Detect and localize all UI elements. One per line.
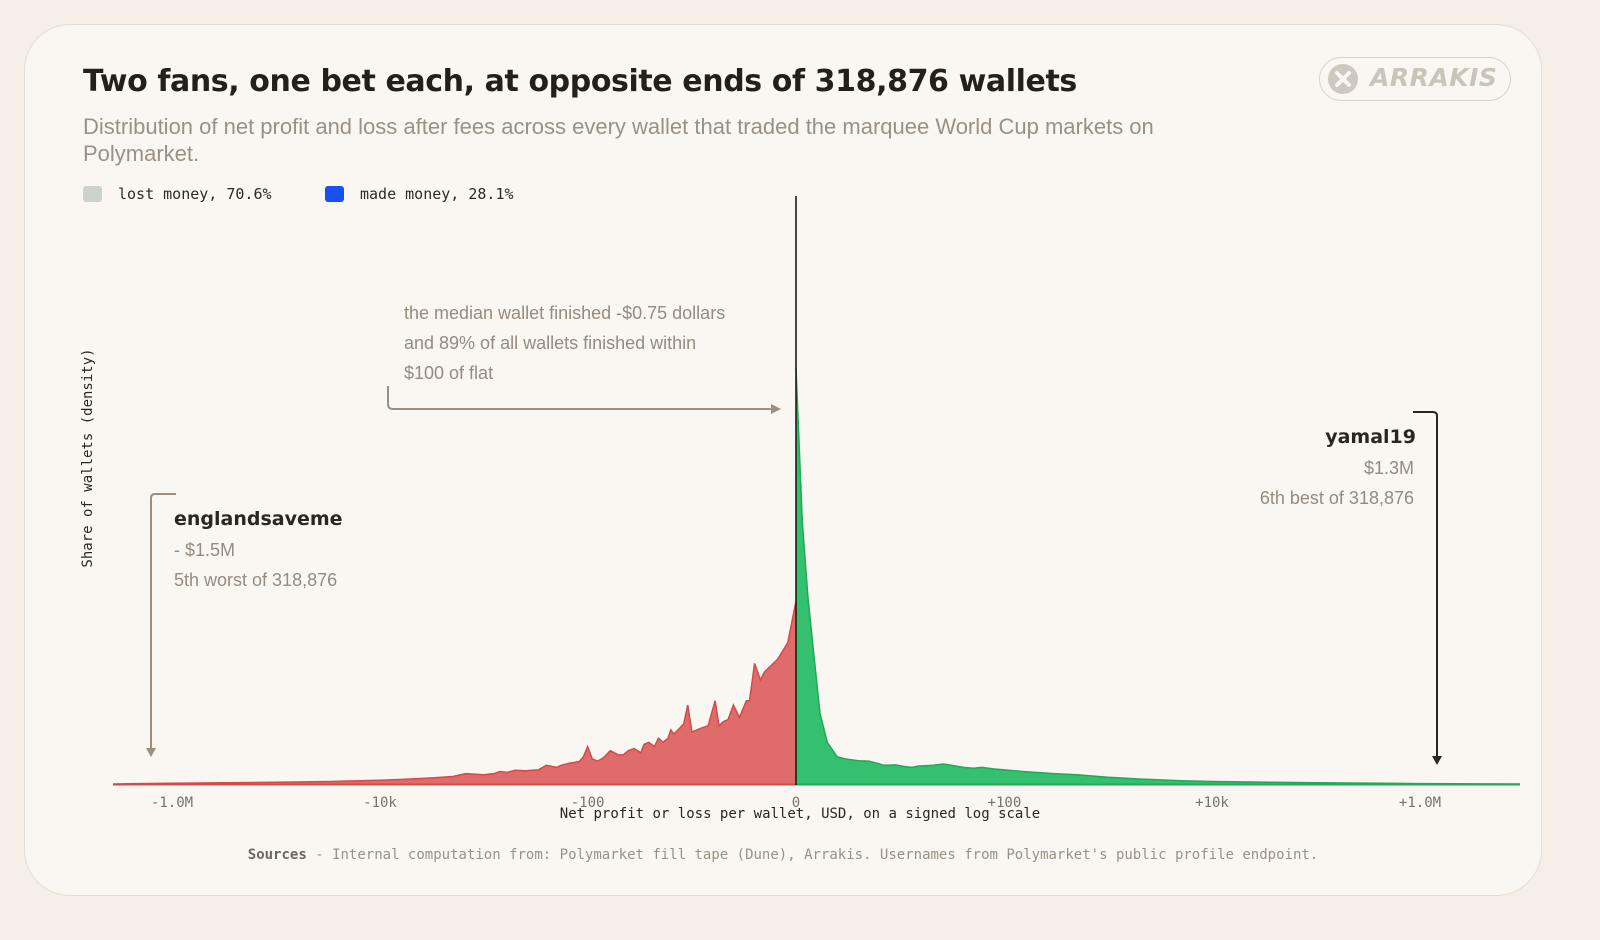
legend-item-lost: lost money, 70.6% [83,184,272,204]
best-wallet-rank: 6th best of 318,876 [1260,488,1414,508]
y-axis-title: Share of wallets (density) [80,348,96,567]
median-annotation: the median wallet finished -$0.75 dollar… [387,303,781,414]
area-loss [113,601,796,784]
worst-wallet-amount: - $1.5M [174,540,235,560]
best-arrow-line [1413,411,1438,756]
median-arrow-line [387,386,772,410]
logo-wordmark: ARRAKIS [1370,63,1498,92]
median-annotation-line-1: the median wallet finished -$0.75 dollar… [404,303,725,323]
legend-label-made: made money, 28.1% [360,185,514,203]
x-axis-title: Net profit or loss per wallet, USD, on a… [560,806,1040,822]
worst-wallet-rank: 5th worst of 318,876 [174,570,337,590]
x-tick-label: -10k [363,795,397,811]
best-wallet-amount: $1.3M [1364,458,1414,478]
legend-swatch-made [325,186,344,202]
best-wallet-annotation: yamal19 $1.3M 6th best of 318,876 [1260,411,1442,765]
median-annotation-line-3: $100 of flat [404,363,493,383]
worst-wallet-name: englandsaveme [174,508,343,530]
worst-arrow-line [150,493,176,748]
x-axis-ticks: -1.0M -10k -100 0 +100 +10k +1.0M [151,795,1441,811]
sources-note: Sources - Internal computation from: Pol… [0,847,1566,863]
arrakis-logo: ARRAKIS [1319,57,1511,101]
x-tick-label: -100 [571,795,605,811]
legend-label-lost: lost money, 70.6% [118,185,272,203]
worst-arrowhead [146,748,156,757]
chart-title: Two fans, one bet each, at opposite ends… [83,64,1077,99]
legend-item-made: made money, 28.1% [325,184,514,204]
x-tick-label: +10k [1195,795,1229,811]
best-wallet-name: yamal19 [1325,426,1416,448]
x-tick-label: +100 [988,795,1022,811]
best-arrowhead [1432,756,1442,765]
x-circle-icon [1328,64,1358,94]
x-tick-label: +1.0M [1399,795,1441,811]
chart-areas [112,367,1521,785]
legend-swatch-lost [83,186,102,202]
sources-text: - Internal computation from: Polymarket … [306,847,1319,863]
sources-label: Sources [247,847,307,863]
x-tick-label: -1.0M [151,795,193,811]
worst-wallet-annotation: englandsaveme - $1.5M 5th worst of 318,8… [146,493,343,757]
median-annotation-line-2: and 89% of all wallets finished within [404,333,696,353]
series-line-gain [795,367,1521,785]
x-tick-label: 0 [792,795,800,811]
series-line-loss [112,600,797,785]
chart-subtitle: Distribution of net profit and loss afte… [83,114,1154,166]
median-arrowhead [771,404,781,414]
